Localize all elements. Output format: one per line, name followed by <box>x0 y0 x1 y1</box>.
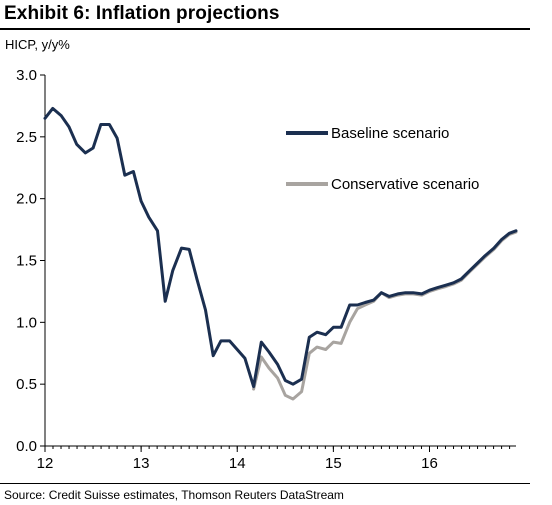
y-tick-label: 0.0 <box>16 438 37 455</box>
x-tick-label: 15 <box>325 455 342 472</box>
conservative-series-line <box>252 230 518 401</box>
y-axis-unit-label: HICP, y/y% <box>5 37 70 52</box>
y-tick-label: 1.5 <box>16 253 37 270</box>
baseline-series-line <box>43 106 518 389</box>
y-tick-label: 2.5 <box>16 129 37 146</box>
y-tick-label: 1.0 <box>16 314 37 331</box>
source-divider <box>0 483 530 484</box>
y-tick-label: 3.0 <box>16 67 37 84</box>
chart-title: Exhibit 6: Inflation projections <box>4 3 280 24</box>
y-tick-label: 2.0 <box>16 191 37 208</box>
x-tick-label: 14 <box>229 455 246 472</box>
x-tick-label: 16 <box>421 455 438 472</box>
x-tick-label: 12 <box>37 455 54 472</box>
source-note: Source: Credit Suisse estimates, Thomson… <box>4 488 344 502</box>
chart-series <box>43 106 518 401</box>
legend-conservative-label: Conservative scenario <box>331 176 479 193</box>
y-tick-label: 0.5 <box>16 376 37 393</box>
title-divider <box>0 28 530 30</box>
chart-tick-labels: 0.0 0.5 1.0 1.5 2.0 2.5 3.0 12 13 14 15 16 <box>16 67 438 472</box>
chart-legend: Baseline scenario Conservative scenario <box>286 125 479 193</box>
legend-baseline-label: Baseline scenario <box>331 125 449 142</box>
chart-axes <box>40 74 516 452</box>
x-tick-label: 13 <box>133 455 150 472</box>
